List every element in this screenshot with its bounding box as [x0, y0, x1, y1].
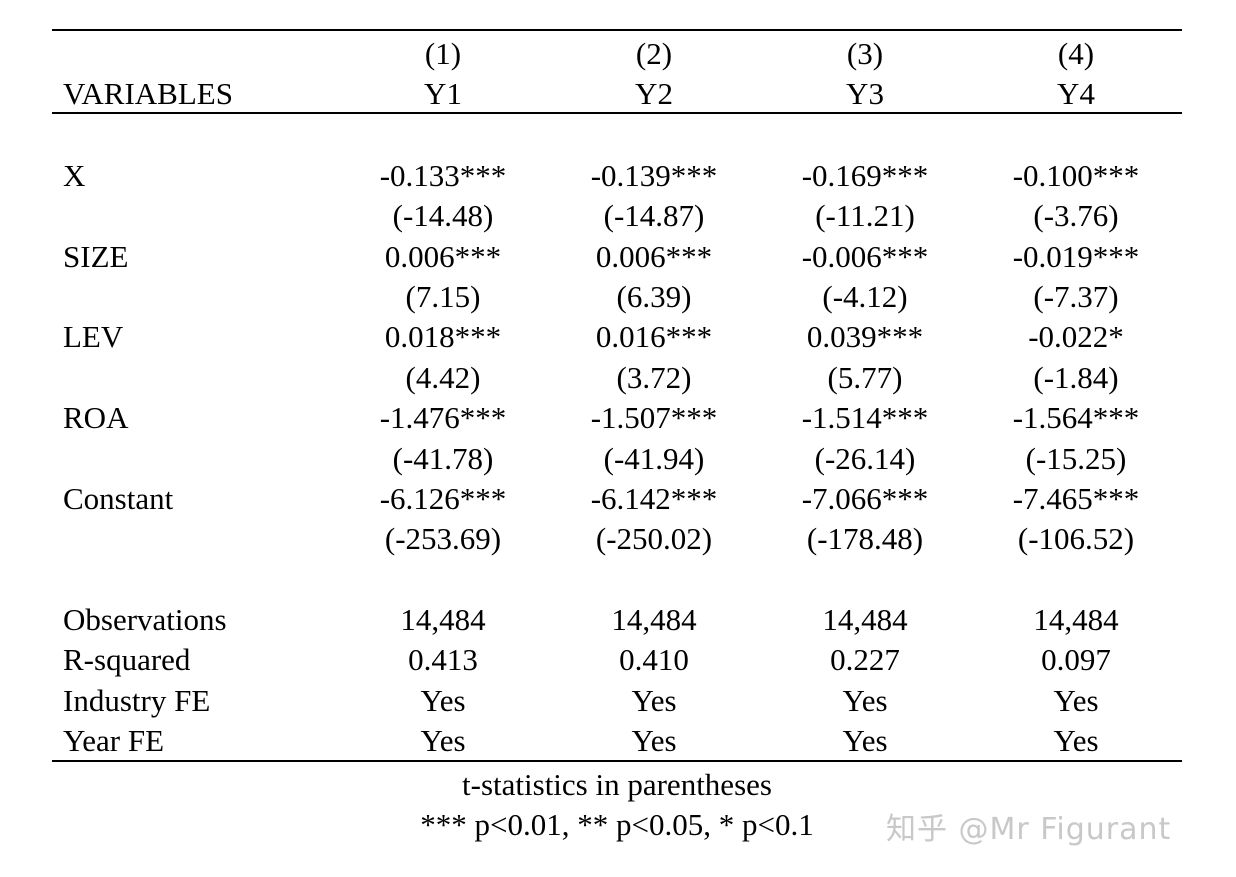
- stat-cell: Yes: [1053, 683, 1099, 718]
- tstat-cell: (-253.69): [384, 521, 502, 556]
- row-label-x: X: [63, 158, 86, 193]
- tstat-cell: (6.39): [616, 279, 692, 314]
- stat-cell: 0.410: [619, 642, 689, 677]
- stat-cell: Yes: [631, 683, 677, 718]
- tstat-cell: (4.42): [405, 360, 481, 395]
- coef-cell: 0.006***: [384, 239, 502, 274]
- stat-cell: 14,484: [400, 602, 486, 637]
- tstat-cell: (-4.12): [822, 279, 908, 314]
- coef-cell: -1.476***: [379, 400, 507, 435]
- coef-cell: -0.169***: [801, 158, 929, 193]
- row-label-size: SIZE: [63, 239, 129, 274]
- stat-cell: Yes: [1053, 723, 1099, 758]
- coef-cell: -7.465***: [1012, 481, 1140, 516]
- row-label-year-fe: Year FE: [63, 723, 165, 758]
- row-label-industry-fe: Industry FE: [63, 683, 211, 718]
- coef-cell: -0.100***: [1012, 158, 1140, 193]
- tstat-cell: (-14.87): [603, 198, 705, 233]
- bottom-rule: [52, 760, 1182, 762]
- tstat-cell: (3.72): [616, 360, 692, 395]
- stat-cell: 14,484: [611, 602, 697, 637]
- row-label-constant: Constant: [63, 481, 174, 516]
- variables-header: VARIABLES: [63, 76, 233, 111]
- dep-var-4: Y4: [1057, 76, 1095, 111]
- stat-cell: Yes: [631, 723, 677, 758]
- coef-cell: -0.133***: [379, 158, 507, 193]
- coef-cell: 0.039***: [806, 319, 924, 354]
- coef-cell: 0.018***: [384, 319, 502, 354]
- tstat-cell: (-26.14): [814, 441, 916, 476]
- row-label-observations: Observations: [63, 602, 227, 637]
- coef-cell: 0.016***: [595, 319, 713, 354]
- coef-cell: -0.022*: [1028, 319, 1124, 354]
- coef-cell: -0.139***: [590, 158, 718, 193]
- tstat-cell: (-11.21): [815, 198, 915, 233]
- tstat-cell: (-106.52): [1017, 521, 1135, 556]
- tstat-cell: (-15.25): [1025, 441, 1127, 476]
- tstat-cell: (-1.84): [1033, 360, 1119, 395]
- coef-cell: -1.514***: [801, 400, 929, 435]
- coef-cell: -1.564***: [1012, 400, 1140, 435]
- stat-cell: Yes: [420, 723, 466, 758]
- stat-cell: 0.227: [830, 642, 900, 677]
- model-number-2: (2): [635, 36, 673, 71]
- tstat-cell: (-250.02): [595, 521, 713, 556]
- dep-var-2: Y2: [635, 76, 673, 111]
- coef-cell: -0.006***: [801, 239, 929, 274]
- tstat-cell: (-14.48): [392, 198, 494, 233]
- stat-cell: 0.097: [1041, 642, 1111, 677]
- watermark: 知乎 @Mr Figurant: [886, 812, 1172, 847]
- stat-cell: 0.413: [408, 642, 478, 677]
- coef-cell: -6.126***: [379, 481, 507, 516]
- tstat-cell: (-7.37): [1033, 279, 1119, 314]
- model-number-4: (4): [1057, 36, 1095, 71]
- coef-cell: -0.019***: [1012, 239, 1140, 274]
- model-number-1: (1): [424, 36, 462, 71]
- coef-cell: 0.006***: [595, 239, 713, 274]
- model-number-3: (3): [846, 36, 884, 71]
- dep-var-1: Y1: [424, 76, 462, 111]
- row-label-r-squared: R-squared: [63, 642, 191, 677]
- table-note-significance: *** p<0.01, ** p<0.05, * p<0.1: [420, 807, 814, 842]
- table-note-tstat: t-statistics in parentheses: [462, 767, 772, 802]
- tstat-cell: (5.77): [827, 360, 903, 395]
- top-rule: [52, 29, 1182, 31]
- row-label-roa: ROA: [63, 400, 129, 435]
- stat-cell: Yes: [420, 683, 466, 718]
- row-label-lev: LEV: [63, 319, 124, 354]
- dep-var-3: Y3: [846, 76, 884, 111]
- tstat-cell: (-41.78): [392, 441, 494, 476]
- stat-cell: Yes: [842, 683, 888, 718]
- stat-cell: Yes: [842, 723, 888, 758]
- tstat-cell: (7.15): [405, 279, 481, 314]
- coef-cell: -6.142***: [590, 481, 718, 516]
- tstat-cell: (-41.94): [603, 441, 705, 476]
- header-rule: [52, 112, 1182, 114]
- stat-cell: 14,484: [822, 602, 908, 637]
- tstat-cell: (-178.48): [806, 521, 924, 556]
- stat-cell: 14,484: [1033, 602, 1119, 637]
- coef-cell: -7.066***: [801, 481, 929, 516]
- tstat-cell: (-3.76): [1033, 198, 1119, 233]
- coef-cell: -1.507***: [590, 400, 718, 435]
